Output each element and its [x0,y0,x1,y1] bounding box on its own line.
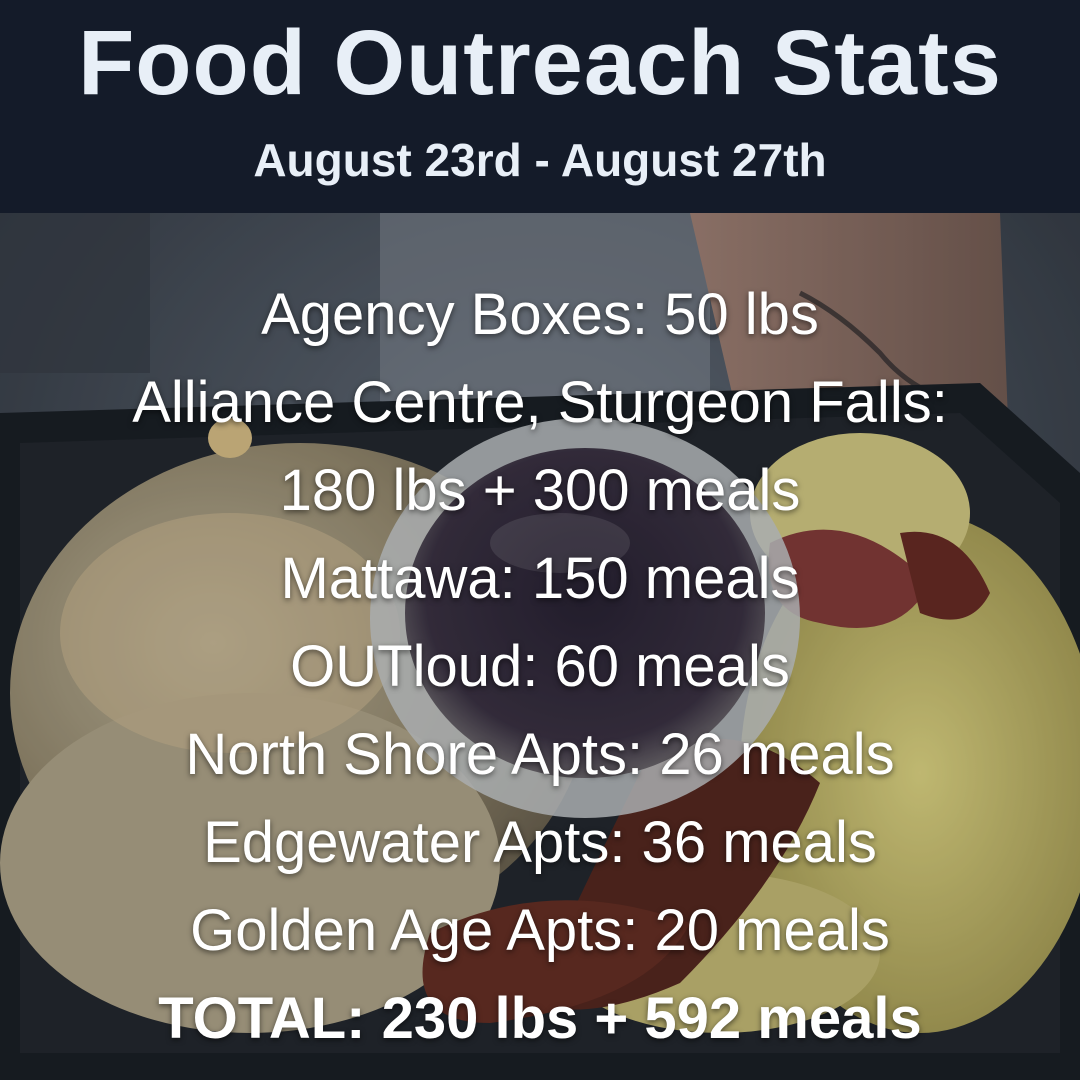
stat-edgewater-apts: Edgewater Apts: 36 meals [203,810,877,875]
page-title: Food Outreach Stats [78,12,1002,114]
stat-golden-age-apts: Golden Age Apts: 20 meals [190,898,890,963]
stat-outloud: OUTloud: 60 meals [290,634,790,699]
stat-total: TOTAL: 230 lbs + 592 meals [158,986,922,1051]
stat-alliance-centre-amount: 180 lbs + 300 meals [279,458,801,523]
stat-agency-boxes: Agency Boxes: 50 lbs [261,282,819,347]
breakfast-photo [0,213,1080,1080]
header-banner: Food Outreach Stats August 23rd - August… [0,0,1080,213]
stat-north-shore-apts: North Shore Apts: 26 meals [185,722,895,787]
date-range-subtitle: August 23rd - August 27th [253,134,827,186]
stat-mattawa: Mattawa: 150 meals [280,546,800,611]
stat-alliance-centre: Alliance Centre, Sturgeon Falls: [132,370,948,435]
